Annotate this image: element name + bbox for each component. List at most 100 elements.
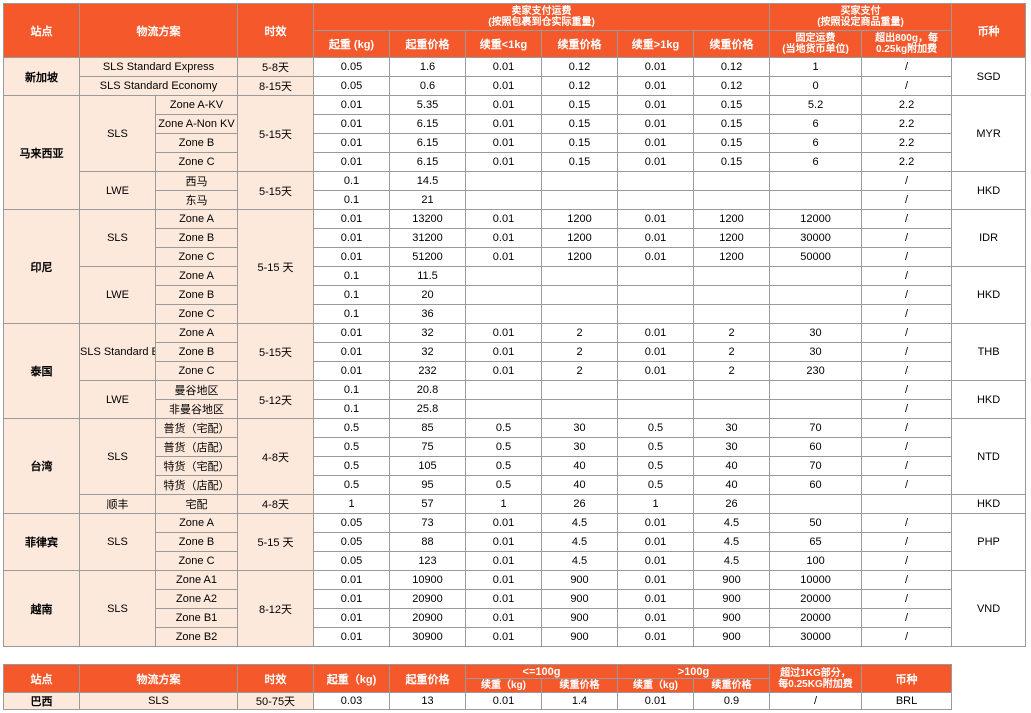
rate-value: 0.01 [465, 627, 542, 647]
site-name: 马来西亚 [3, 95, 80, 210]
rate-value: 4.5 [541, 551, 618, 571]
rate-value: 20.8 [389, 380, 466, 400]
rate-value: 900 [692, 627, 771, 647]
rate-value: 0.01 [465, 323, 542, 343]
rate-value: 0.01 [617, 133, 694, 153]
rate-value [541, 304, 618, 324]
rate-value: 95 [389, 475, 466, 495]
rate-value: 30 [541, 418, 618, 438]
rate-value: 0.1 [313, 266, 390, 286]
plan-name: SLS Standard Express [79, 323, 156, 381]
rate-value: 70 [769, 418, 863, 438]
header-row: 站点 物流方案 时效 起重（kg) 起重价格 <=100g >100g 超过1KG部分， 每0.… [3, 664, 953, 693]
currency-code: MYR [951, 95, 1027, 172]
header-title: 超出800g，每 [875, 33, 938, 44]
rate-value: 88 [389, 532, 466, 552]
rate-value: 0.01 [313, 608, 390, 628]
rate-value [692, 266, 771, 286]
rate-value [692, 285, 771, 305]
header-currency: 币种 [861, 664, 953, 693]
header-cont-weight: 续重（kg) [617, 678, 695, 693]
rate-value [861, 494, 953, 514]
header-subtitle: 0.25kg附加费 [875, 44, 938, 55]
rate-value: / [861, 532, 953, 552]
rate-value: 0.01 [617, 114, 694, 134]
rate-value: 0.5 [465, 437, 542, 457]
rate-value: 0.12 [692, 57, 771, 77]
header-over-1kg: 超过1KG部分， 每0.25KG附加费 [769, 664, 863, 693]
rate-value: 2.2 [861, 152, 953, 172]
header-site: 站点 [3, 3, 80, 58]
table-row: Zone B2 0.01 30900 0.01 900 0.01 900 30000/ [4, 627, 1026, 647]
rate-value: 0.15 [692, 133, 771, 153]
table-row: Zone C 0.1 36 / [4, 304, 1026, 324]
rate-value: 32 [389, 342, 466, 362]
rate-value: / [861, 608, 953, 628]
delivery-time: 5-12天 [237, 380, 314, 419]
rate-value: 25.8 [389, 399, 466, 419]
rate-value: / [861, 285, 953, 305]
plan-name: LWE [79, 266, 156, 324]
rate-value: 50 [769, 513, 863, 533]
rate-value: 6.15 [389, 114, 466, 134]
rate-value: / [861, 418, 953, 438]
header-row: 站点 物流方案 时效 卖家支付运费 (按照包裹到仓实际重量) 买家支付 (按照设定商品重量)… [3, 3, 1027, 58]
rate-value: / [861, 380, 953, 400]
rate-value: 11.5 [389, 266, 466, 286]
rate-value: 20000 [769, 608, 863, 628]
rate-value: 0.05 [313, 532, 390, 552]
rate-value: / [861, 361, 953, 381]
rate-value [692, 190, 771, 210]
zone-name: 普货（宅配） [155, 418, 238, 438]
rate-value: 4.5 [541, 532, 618, 552]
rate-value: 21 [389, 190, 466, 210]
rate-value [769, 266, 863, 286]
rate-value: 1 [313, 494, 390, 514]
rate-value: 0.01 [465, 692, 542, 710]
rate-value: 0.05 [313, 513, 390, 533]
rate-value: 0.15 [692, 152, 771, 172]
rate-value: 0.1 [313, 399, 390, 419]
rate-value: 60 [769, 437, 863, 457]
zone-name: 特货（宅配） [155, 456, 238, 476]
rate-value: 2 [541, 361, 618, 381]
plan-name: SLS Standard Economy [79, 76, 238, 96]
table-row: Zone B 0.01 32 0.01 2 0.01 2 30/ [4, 342, 1026, 362]
rate-value: / [861, 437, 953, 457]
rate-value [769, 285, 863, 305]
rate-value: 2 [692, 323, 771, 343]
plan-name: LWE [79, 171, 156, 210]
rate-value: 30000 [769, 228, 863, 248]
rate-value: 1 [617, 494, 694, 514]
rate-value: / [861, 57, 953, 77]
rate-value: 2.2 [861, 95, 953, 115]
rate-value: / [861, 570, 953, 590]
table-row: 特货（宅配） 0.5 105 0.5 40 0.5 40 70/ [4, 456, 1026, 476]
rate-value [465, 304, 542, 324]
delivery-time: 5-8天 [237, 57, 314, 77]
rate-value: 0.01 [465, 608, 542, 628]
currency-code: HKD [951, 171, 1027, 210]
rate-value: 20900 [389, 589, 466, 609]
site-name: 泰国 [3, 323, 80, 419]
rate-value: 4.5 [692, 551, 771, 571]
rate-value: 75 [389, 437, 466, 457]
rate-value: 0.5 [617, 456, 694, 476]
rate-value: 900 [692, 589, 771, 609]
currency-code: HKD [951, 494, 1027, 514]
rate-value: 0.05 [313, 76, 390, 96]
rate-value: 13200 [389, 209, 466, 229]
header-cont-price: 续重价格 [693, 678, 771, 693]
rate-value: 0 [769, 76, 863, 96]
zone-name: Zone A2 [155, 589, 238, 609]
rate-value: 0.01 [465, 361, 542, 381]
zone-name: Zone C [155, 551, 238, 571]
rate-value [541, 399, 618, 419]
rate-value: 13 [389, 692, 466, 710]
rate-value: / [861, 627, 953, 647]
rate-value: / [861, 190, 953, 210]
rate-value [769, 380, 863, 400]
table-row: Zone C 0.01 6.15 0.01 0.15 0.01 0.15 6 2.2 [4, 152, 1026, 172]
rate-value: 5.2 [769, 95, 863, 115]
rate-value: 5.35 [389, 95, 466, 115]
